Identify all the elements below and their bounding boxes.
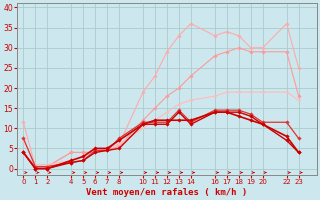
X-axis label: Vent moyen/en rafales ( km/h ): Vent moyen/en rafales ( km/h ) [86, 188, 248, 197]
